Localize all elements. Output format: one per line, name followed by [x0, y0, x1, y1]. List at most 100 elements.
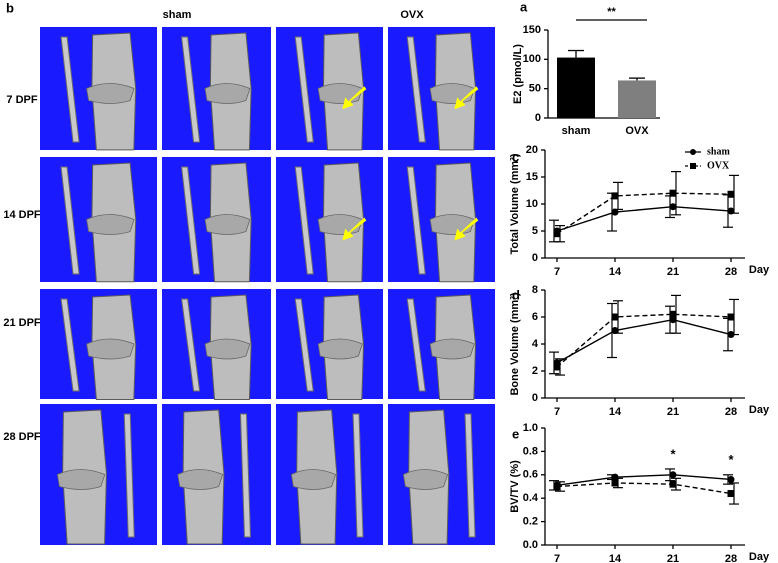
- x-tick-label: 7: [554, 266, 560, 278]
- point: [669, 189, 677, 197]
- point: [611, 192, 619, 200]
- series-line: [556, 313, 732, 368]
- callus: [429, 214, 475, 235]
- legend-marker: [690, 163, 696, 169]
- callus: [317, 83, 363, 104]
- series-line: [556, 205, 732, 232]
- fibula: [406, 166, 426, 275]
- point: [553, 363, 561, 371]
- fibula: [60, 36, 80, 143]
- point: [553, 483, 561, 490]
- x-tick-label: 7: [554, 406, 560, 418]
- series-line: [556, 482, 732, 495]
- callus: [204, 83, 251, 104]
- x-tick-label: 21: [667, 266, 679, 278]
- point: [611, 327, 619, 334]
- row-label: 21 DPF: [3, 317, 41, 329]
- column-header: OVX: [400, 9, 424, 21]
- y-tick-label: 0.0: [523, 539, 538, 551]
- y-axis-label: BV/TV (%): [509, 460, 521, 513]
- panel-label: e: [512, 426, 519, 441]
- y-tick-label: 6: [532, 311, 538, 323]
- fibula: [406, 298, 426, 392]
- y-tick-label: 4: [532, 338, 539, 350]
- y-tick-label: 20: [526, 144, 538, 156]
- y-axis-label: Bone Volume (mm³): [509, 292, 521, 395]
- y-tick-label: 15: [526, 171, 538, 183]
- x-axis-label: Day: [749, 551, 770, 563]
- point: [727, 313, 735, 321]
- legend-label: sham: [707, 146, 730, 157]
- fibula: [352, 413, 364, 538]
- y-tick-label: 0.8: [523, 445, 538, 457]
- column-header: sham: [163, 9, 192, 21]
- x-tick-label: 14: [609, 266, 622, 278]
- point: [669, 316, 677, 324]
- arrow: [454, 217, 479, 241]
- x-tick-label: 21: [667, 406, 679, 418]
- point: [611, 479, 619, 487]
- y-tick-label: 150: [523, 24, 541, 36]
- point: [611, 313, 619, 321]
- y-tick-label: 1.0: [523, 422, 538, 434]
- callus: [429, 338, 475, 360]
- point: [669, 310, 677, 318]
- callus: [56, 469, 106, 490]
- fibula: [239, 413, 251, 538]
- fibula: [181, 36, 201, 143]
- callus: [317, 214, 363, 235]
- x-tick-label: OVX: [625, 125, 649, 137]
- series-line: [556, 318, 732, 364]
- y-tick-label: 0: [535, 112, 541, 124]
- callus: [429, 83, 475, 104]
- y-tick-label: 0.6: [523, 469, 538, 481]
- callus: [86, 214, 135, 235]
- point: [727, 475, 735, 483]
- y-tick-label: 0.2: [523, 516, 538, 528]
- arrow: [342, 217, 367, 241]
- x-tick-label: 28: [725, 266, 737, 278]
- y-tick-label: 50: [529, 83, 541, 95]
- callus: [317, 338, 363, 360]
- bar: [557, 57, 595, 118]
- fibula: [406, 36, 426, 143]
- fibula: [464, 413, 476, 538]
- point: [669, 471, 677, 479]
- series-line: [556, 192, 732, 235]
- legend-marker: [690, 149, 696, 155]
- fibula: [294, 36, 314, 143]
- series-line: [556, 474, 732, 487]
- callus: [402, 469, 449, 490]
- arrow: [342, 86, 367, 110]
- callus: [204, 214, 251, 235]
- y-tick-label: 0: [532, 252, 538, 264]
- arrow: [454, 86, 479, 110]
- x-tick-label: 7: [554, 553, 560, 563]
- point: [611, 208, 619, 216]
- x-axis-label: Day: [749, 264, 770, 276]
- y-tick-label: 0: [532, 392, 538, 404]
- point: [727, 490, 735, 498]
- y-tick-label: 2: [532, 365, 538, 377]
- x-tick-label: 14: [609, 406, 622, 418]
- fibula: [181, 166, 201, 275]
- y-tick-label: 5: [532, 225, 538, 237]
- point: [727, 190, 735, 198]
- x-tick-label: 28: [725, 553, 737, 563]
- point: [669, 480, 677, 488]
- x-tick-label: 14: [609, 553, 622, 563]
- annotation: **: [607, 6, 616, 18]
- fibula: [294, 166, 314, 275]
- panel-label: d: [512, 287, 520, 302]
- fibula: [60, 166, 80, 275]
- annotation: *: [728, 452, 734, 467]
- fibula: [60, 298, 80, 392]
- fibula: [294, 298, 314, 392]
- callus: [86, 83, 135, 104]
- x-tick-label: sham: [562, 125, 591, 137]
- panel-label: b: [6, 0, 14, 15]
- callus: [290, 469, 337, 490]
- x-axis-label: Day: [749, 404, 770, 416]
- y-tick-label: 0.4: [523, 492, 539, 504]
